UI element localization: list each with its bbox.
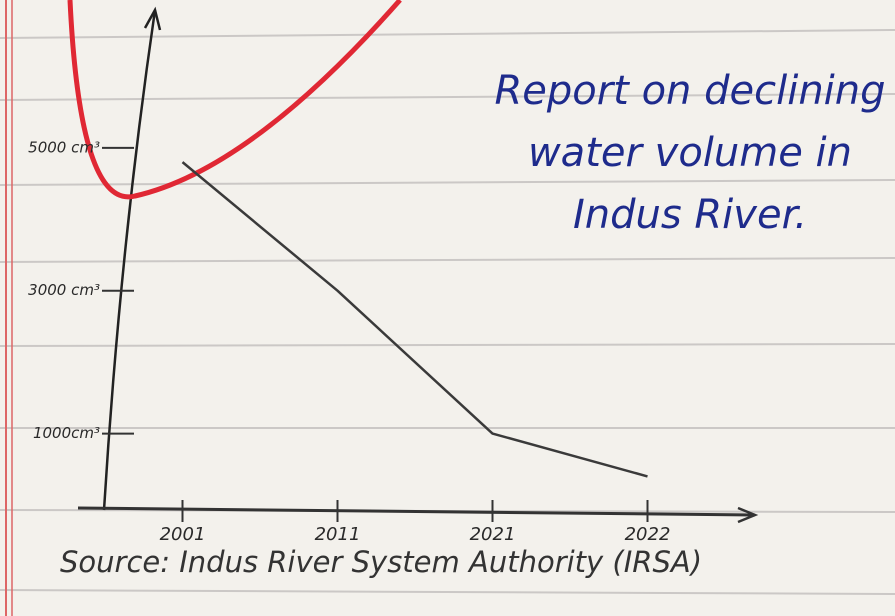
y-tick-label: 3000 cm³ [28, 281, 100, 299]
y-axis [104, 10, 155, 510]
x-tick-label: 2021 [470, 524, 516, 545]
notebook-page: 1000cm³3000 cm³5000 cm³2001201120212022 … [0, 0, 895, 616]
x-tick-label: 2001 [160, 524, 206, 545]
x-tick-label: 2022 [625, 524, 671, 545]
y-tick-label: 5000 cm³ [28, 138, 100, 156]
source-note: Source: Indus River System Authority (IR… [60, 545, 890, 579]
chart-title: Report on declining water volume in Indu… [490, 60, 890, 246]
x-tick-label: 2011 [315, 524, 361, 545]
y-tick-label: 1000cm³ [33, 424, 100, 442]
